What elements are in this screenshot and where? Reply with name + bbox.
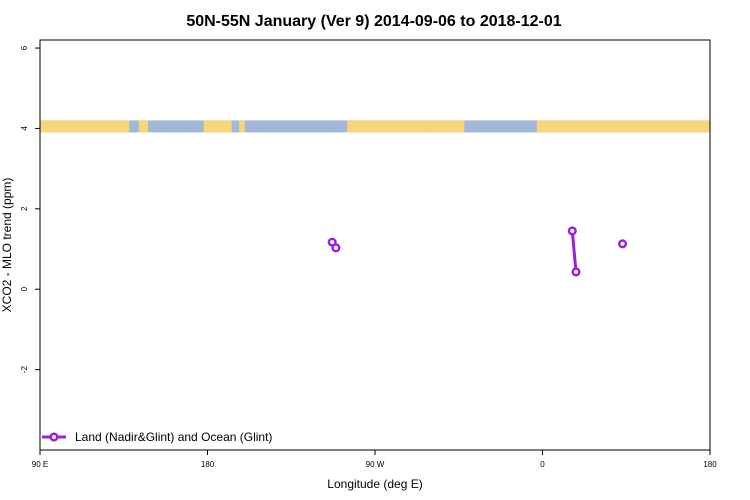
landmask-band [40,120,710,133]
land-segment [430,120,465,133]
x-tick-label: 0 [540,460,545,469]
legend-label: Land (Nadir&Glint) and Ocean (Glint) [75,430,272,444]
land-segment [138,120,148,133]
chart-title: 50N-55N January (Ver 9) 2014-09-06 to 20… [186,13,561,30]
x-axis-label: Longitude (deg E) [327,477,422,491]
plot-frame [39,39,711,451]
y-axis-label: XCO2 - MLO trend (ppm) [0,178,14,313]
data-point [617,239,628,249]
land-segment [239,120,245,133]
data-point [331,243,341,253]
y-tick-label: 6 [20,45,29,50]
land-segment [40,120,130,133]
y-tick-label: 2 [20,206,29,211]
legend: Land (Nadir&Glint) and Ocean (Glint) [42,430,272,444]
land-segment [203,120,232,133]
y-axis: -2 0 2 4 6 [20,45,40,373]
x-tick-label: 90 W [366,460,385,469]
series-group [327,226,628,277]
data-point [571,267,581,277]
y-tick-label: -2 [20,366,29,374]
y-tick-label: 0 [20,286,29,291]
legend-marker [49,432,59,442]
x-axis: 90 E 180 90 W 0 180 [32,450,717,469]
data-point [567,226,577,236]
land-segment [347,120,431,133]
x-tick-label: 180 [703,460,717,469]
y-tick-label: 4 [20,126,29,131]
x-tick-label: 180 [201,460,215,469]
land-segment [536,120,710,133]
x-tick-label: 90 E [32,460,48,469]
series-line [570,230,578,273]
